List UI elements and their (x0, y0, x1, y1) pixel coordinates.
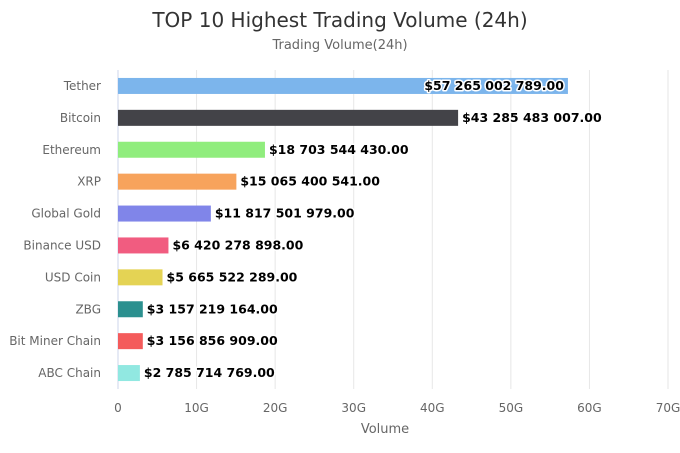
bar-usd-coin (118, 269, 163, 286)
bar-abc-chain (118, 365, 140, 382)
category-label: Bit Miner Chain (9, 334, 101, 348)
x-tick-label: 40G (420, 401, 445, 415)
category-label: Binance USD (23, 238, 101, 252)
data-label: $43 285 483 007.00 (462, 110, 602, 125)
chart-subtitle: Trading Volume(24h) (272, 38, 408, 53)
data-label: $5 665 522 289.00 (167, 269, 298, 284)
data-label: $3 157 219 164.00 (147, 301, 278, 316)
x-tick-label: 10G (184, 401, 209, 415)
x-tick-label: 70G (656, 401, 680, 415)
data-label: $11 817 501 979.00 (215, 206, 355, 221)
data-label: $15 065 400 541.00 (240, 174, 380, 189)
data-label: $57 265 002 789.00 (424, 78, 564, 93)
x-tick-label: 0 (114, 401, 122, 415)
bar-tether (118, 77, 568, 94)
category-label: ABC Chain (38, 366, 101, 380)
category-label: Ethereum (42, 143, 101, 157)
x-tick-label: 50G (499, 401, 524, 415)
category-label: Tether (63, 79, 101, 93)
data-label: $3 156 856 909.00 (147, 333, 278, 348)
chart-title: TOP 10 Highest Trading Volume (24h) (152, 8, 528, 32)
x-axis-title: Volume (361, 422, 409, 437)
category-label: USD Coin (45, 270, 101, 284)
data-label: $18 703 544 430.00 (269, 142, 409, 157)
bar-binance-usd (118, 237, 169, 254)
x-tick-label: 30G (341, 401, 366, 415)
category-label: Bitcoin (60, 111, 101, 125)
bar-ethereum (118, 141, 265, 158)
category-label: ZBG (75, 302, 101, 316)
bar-global-gold (118, 205, 211, 222)
bar-bitcoin (118, 109, 459, 126)
x-tick-label: 20G (263, 401, 288, 415)
bar-bit-miner-chain (118, 333, 143, 350)
bar-xrp (118, 173, 237, 190)
category-label: Global Gold (31, 207, 101, 221)
x-tick-label: 60G (577, 401, 602, 415)
data-label: $6 420 278 898.00 (172, 237, 303, 252)
bar-zbg (118, 301, 143, 318)
category-label: XRP (77, 175, 101, 189)
data-label: $2 785 714 769.00 (144, 365, 275, 380)
